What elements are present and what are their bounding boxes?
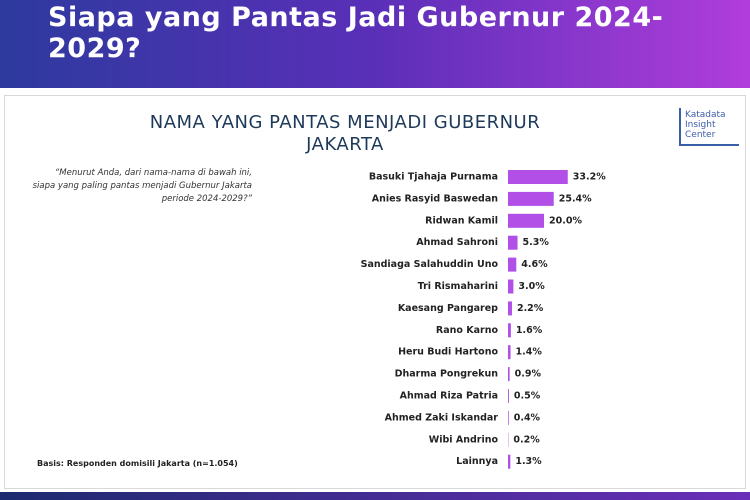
bar (508, 323, 511, 338)
category-label: Anies Rasyid Baswedan (372, 193, 498, 204)
bar (508, 235, 518, 250)
value-label: 1.6% (516, 325, 543, 336)
chart-title: NAMA YANG PANTAS MENJADI GUBERNUR JAKART… (149, 112, 541, 155)
category-label: Basuki Tjahaja Purnama (369, 172, 498, 183)
category-label: Tri Rismaharini (418, 281, 498, 292)
value-label: 5.3% (523, 237, 550, 248)
value-label: 1.4% (516, 347, 543, 358)
value-label: 0.5% (514, 391, 541, 402)
bar (508, 389, 509, 403)
value-label: 20.0% (549, 215, 582, 226)
bar (508, 454, 511, 469)
category-label: Sandiaga Salahuddin Uno (361, 259, 499, 270)
value-label: 0.9% (515, 369, 542, 380)
bar (508, 191, 554, 206)
category-label: Dharma Pongrekun (395, 369, 499, 380)
category-label: Lainnya (456, 456, 498, 467)
category-label: Ridwan Kamil (425, 215, 498, 226)
value-label: 25.4% (559, 193, 592, 204)
bar (508, 345, 511, 360)
footer-strip (0, 492, 750, 500)
value-label: 0.4% (514, 412, 541, 423)
bar (508, 410, 509, 425)
category-label: Kaesang Pangarep (398, 303, 498, 314)
banner-title: Siapa yang Pantas Jadi Gubernur 2024-202… (48, 2, 664, 64)
banner: Siapa yang Pantas Jadi Gubernur 2024-202… (0, 0, 750, 88)
question: “Menurut Anda, dari nama-nama di bawah i… (32, 168, 252, 204)
value-label: 3.0% (518, 281, 545, 292)
bar (508, 279, 514, 294)
value-label: 1.3% (515, 456, 542, 467)
category-label: Ahmad Riza Patria (400, 391, 498, 402)
category-label: Wibi Andrino (429, 434, 499, 445)
value-label: 33.2% (573, 172, 606, 183)
basis-note: Basis: Responden domisili Jakarta (n=1.0… (37, 459, 238, 468)
bar (508, 367, 510, 382)
bar (508, 301, 512, 316)
category-label: Rano Karno (436, 325, 499, 336)
value-label: 0.2% (513, 434, 540, 445)
category-label: Ahmad Sahroni (416, 237, 498, 248)
logo: Katadata Insight Center (679, 108, 739, 146)
category-label: Ahmed Zaki Iskandar (385, 412, 499, 423)
bar (508, 213, 544, 228)
category-label: Heru Budi Hartono (398, 347, 498, 358)
slide (4, 95, 746, 489)
bar (508, 257, 517, 272)
bar (508, 170, 568, 184)
value-label: 4.6% (521, 259, 548, 270)
value-label: 2.2% (517, 303, 544, 314)
